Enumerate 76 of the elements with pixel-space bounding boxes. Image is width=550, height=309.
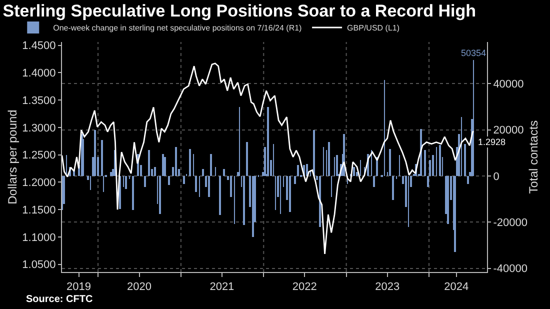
bar	[389, 149, 391, 176]
bar	[297, 165, 299, 176]
legend-label: GBP/USD (L1)	[347, 24, 400, 33]
bar	[189, 149, 191, 176]
legend-label: One-week change in sterling net speculative positions on 7/16/24 (R1)	[53, 24, 302, 33]
bar	[148, 150, 150, 176]
data-label: 50354	[461, 48, 486, 58]
bar	[289, 176, 291, 212]
x-tick-label: 2022	[292, 281, 317, 294]
bar	[164, 157, 166, 176]
x-tick-label: 2021	[210, 281, 234, 294]
bar	[208, 176, 210, 197]
y-axis-title: Dollars per pound	[5, 110, 20, 204]
y2-tick-label: 0	[493, 170, 500, 183]
bar	[219, 176, 221, 215]
bar	[432, 155, 434, 176]
bar	[373, 176, 375, 187]
data-label: 1.2928	[478, 137, 506, 147]
bar	[439, 145, 441, 176]
y2-tick-label: 20000	[493, 124, 524, 137]
bar	[159, 176, 161, 214]
y-tick-label: 1.1000	[22, 232, 56, 244]
bar	[183, 176, 185, 184]
y2-tick-label: -40000	[493, 263, 528, 276]
x-tick-label: 2024	[444, 281, 469, 294]
bar	[110, 172, 112, 176]
y-tick-label: 1.1500	[22, 204, 56, 216]
bar	[94, 130, 96, 176]
bar	[424, 150, 426, 176]
bar	[144, 176, 146, 187]
bar	[202, 169, 204, 176]
y-tick-label: 1.3500	[22, 94, 56, 107]
x-tick-label: 2020	[127, 281, 152, 294]
x-tick-label: 2023	[375, 281, 400, 294]
bar	[467, 176, 469, 184]
bar	[223, 169, 225, 176]
y2-tick-label: 40000	[493, 78, 524, 90]
bar	[319, 176, 321, 227]
bar	[267, 107, 269, 176]
y-tick-label: 1.3000	[22, 122, 56, 134]
bar	[313, 130, 315, 176]
bar	[427, 176, 429, 187]
bar	[392, 176, 394, 200]
bar	[246, 142, 248, 176]
bar	[464, 144, 466, 176]
bar	[210, 154, 212, 176]
bar	[328, 142, 330, 176]
y-tick-label: 1.4500	[22, 40, 56, 52]
bar	[294, 176, 296, 184]
y-tick-label: 1.4000	[22, 68, 56, 80]
bar	[132, 176, 134, 210]
bar	[175, 147, 177, 176]
bar	[243, 176, 245, 225]
bar	[195, 176, 197, 192]
bar	[336, 155, 338, 176]
y2-axis-title: Total contacts	[526, 120, 540, 194]
bar	[125, 176, 127, 189]
bar	[81, 134, 83, 176]
bar	[454, 176, 456, 252]
x-tick-label: 2019	[66, 281, 91, 294]
bar	[154, 167, 156, 176]
bar	[353, 167, 355, 176]
y-tick-label: 1.0500	[22, 259, 56, 272]
bar	[252, 176, 254, 237]
y-tick-label: 1.2500	[22, 150, 56, 162]
line-series	[62, 62, 474, 255]
bar	[162, 154, 164, 176]
source-note: Source: CFTC	[26, 294, 93, 305]
bar	[168, 176, 170, 185]
bar	[230, 176, 232, 197]
y2-tick-label: -20000	[493, 216, 528, 229]
bar	[306, 164, 308, 176]
y-tick-label: 1.2000	[22, 177, 56, 190]
bar	[447, 176, 449, 224]
bar	[101, 140, 103, 176]
chart-title: Sterling Speculative Long Positions Soar to a Record High	[2, 2, 476, 21]
